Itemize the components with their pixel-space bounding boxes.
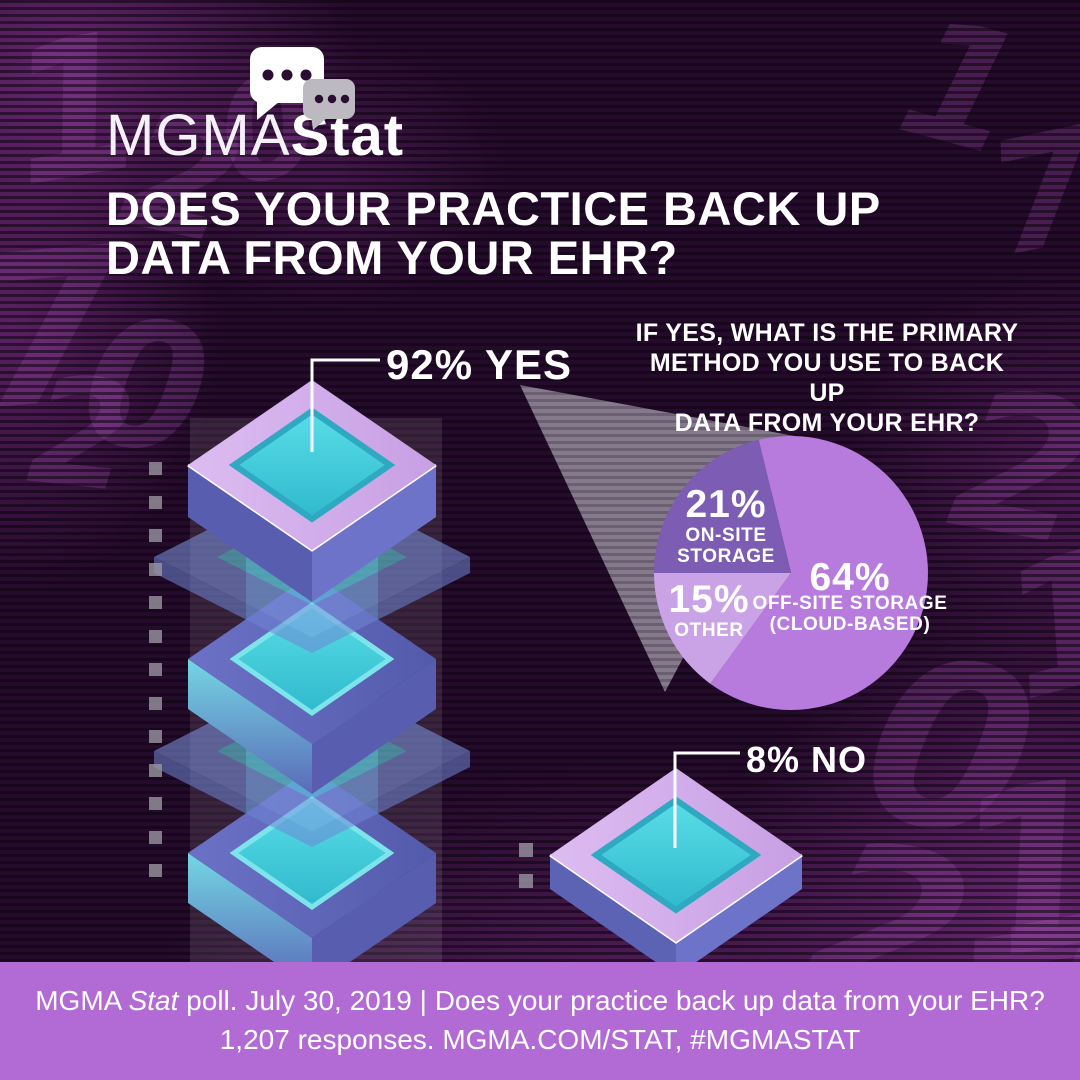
tower-tray-1 bbox=[187, 380, 437, 602]
footer-line1-stat: Stat bbox=[128, 985, 179, 1016]
small-speech-bubble-icon bbox=[303, 79, 355, 130]
followup-question-line1: IF YES, WHAT IS THE PRIMARY bbox=[635, 319, 1019, 347]
pie-label-onsite-pct: 21% bbox=[685, 483, 766, 526]
dotted-accent-left bbox=[149, 462, 162, 877]
footer-line1-p1: MGMA bbox=[35, 985, 129, 1016]
page-title-line1: DOES YOUR PRACTICE BACK UP bbox=[106, 182, 881, 235]
yes-tower bbox=[154, 380, 470, 988]
footer-line1: MGMA Stat poll. July 30, 2019 | Does you… bbox=[0, 981, 1080, 1020]
pie-slice-other bbox=[654, 573, 791, 684]
speech-bubbles-icon bbox=[250, 47, 355, 130]
page-title-line2: DATA FROM YOUR EHR? bbox=[106, 231, 678, 284]
pie-label-offsite-pct: 64% bbox=[809, 556, 890, 599]
page-title: DOES YOUR PRACTICE BACK UP DATA FROM YOU… bbox=[106, 184, 881, 282]
pie-label-other-pct: 15% bbox=[668, 578, 749, 621]
pie-chart: 21% ON-SITE STORAGE 15% OTHER 64% OFF-SI… bbox=[654, 435, 947, 710]
pie-label-onsite-2: STORAGE bbox=[677, 546, 775, 567]
pie-label-other-1: OTHER bbox=[674, 620, 744, 641]
followup-question-line2: METHOD YOU USE TO BACK UP bbox=[649, 349, 1005, 407]
followup-question-line3: DATA FROM YOUR EHR? bbox=[674, 409, 980, 437]
footer-line1-p2: poll. July 30, 2019 | Does your practice… bbox=[178, 985, 1045, 1016]
pie-slice-onsite bbox=[654, 439, 791, 573]
yes-percentage-label: 92% YES bbox=[386, 341, 573, 388]
footer-line2: 1,207 responses. MGMA.COM/STAT, #MGMASTA… bbox=[219, 1024, 861, 1055]
no-percentage-label: 8% NO bbox=[746, 739, 868, 780]
pie-label-offsite-1: OFF-SITE STORAGE bbox=[752, 593, 947, 614]
no-callout-line bbox=[673, 751, 740, 848]
pie-label-onsite-1: ON-SITE bbox=[685, 525, 766, 546]
followup-question: IF YES, WHAT IS THE PRIMARY METHOD YOU U… bbox=[632, 318, 1022, 438]
pie-label-offsite-2: (CLOUD-BASED) bbox=[770, 614, 931, 635]
no-platform bbox=[549, 768, 803, 976]
footer-band: MGMA Stat poll. July 30, 2019 | Does you… bbox=[0, 962, 1080, 1080]
pie-slice-offsite bbox=[710, 435, 928, 710]
yes-callout-line bbox=[310, 358, 380, 452]
dotted-accent-right bbox=[519, 843, 533, 888]
